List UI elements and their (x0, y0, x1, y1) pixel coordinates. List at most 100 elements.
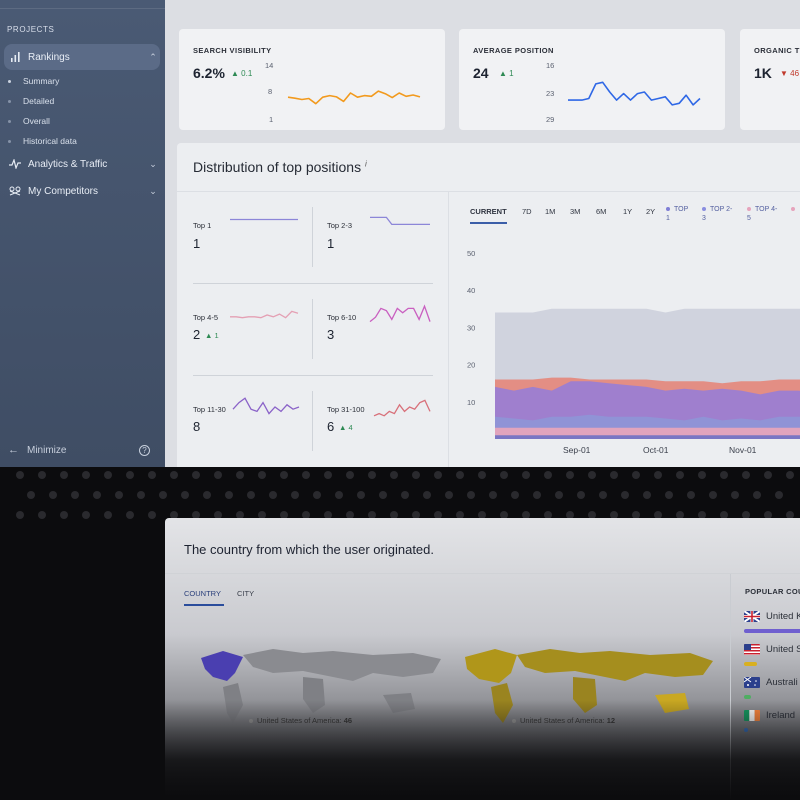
decorative-dot (544, 471, 552, 479)
sidebar-subitem-overall[interactable]: Overall (8, 116, 50, 126)
decorative-dot (412, 471, 420, 479)
minimize-button[interactable]: ← Minimize (8, 444, 66, 456)
tab-3m[interactable]: 3M (570, 207, 581, 216)
triangle-down-icon: ▼ (780, 69, 788, 78)
divider (165, 573, 800, 574)
decorative-dot (544, 511, 552, 519)
top-6-10-sparkline (369, 304, 431, 323)
sidebar-subitem-label: Overall (23, 116, 50, 126)
active-tab-indicator (470, 222, 507, 224)
decorative-dot (698, 511, 706, 519)
decorative-dot (764, 471, 772, 479)
tooltip-label: United States of America: (257, 716, 342, 725)
metric-delta: ▲ 1 (499, 69, 514, 78)
decorative-dot (720, 511, 728, 519)
tooltip-label: United States of America: (520, 716, 605, 725)
tab-2y[interactable]: 2Y (646, 207, 656, 216)
chevron-up-icon[interactable]: ⌃ (149, 51, 157, 62)
country-row-uk[interactable]: United K (744, 611, 800, 622)
decorative-dot (291, 491, 299, 499)
decorative-dot (357, 491, 365, 499)
australia-flag-icon (744, 677, 760, 688)
decorative-dot (71, 491, 79, 499)
decorative-dot (192, 511, 200, 519)
metric-delta-value: 46 (790, 69, 800, 78)
spark-axis-label: 29 (546, 115, 555, 124)
chevron-down-icon[interactable]: ⌄ (149, 158, 157, 169)
x-tick-label: Sep-01 (563, 445, 591, 455)
tab-country[interactable]: COUNTRY (184, 589, 221, 598)
geo-panel: The country from which the user originat… (165, 518, 800, 800)
panel-title-text: Distribution of top positions (193, 159, 362, 175)
decorative-dot (203, 491, 211, 499)
decorative-dot (313, 491, 321, 499)
group-sparkline-path (373, 399, 431, 417)
competitors-icon (8, 186, 22, 196)
sidebar-subitem-historical-data[interactable]: Historical data (8, 136, 77, 146)
decorative-dot (324, 511, 332, 519)
decorative-dot (632, 471, 640, 479)
decorative-dot (38, 511, 46, 519)
decorative-dot (566, 511, 574, 519)
sidebar-subitem-detailed[interactable]: Detailed (8, 96, 54, 106)
legend-label: TOP 1 (666, 206, 689, 222)
tab-6m[interactable]: 6M (596, 207, 607, 216)
decorative-dot (104, 471, 112, 479)
position-group-label: Top 4-5 (193, 313, 219, 322)
area-series (495, 435, 800, 439)
legend-top-2-3[interactable]: TOP 2- 3 (702, 205, 732, 223)
decorative-dot (445, 491, 453, 499)
tooltip-dot-icon (249, 718, 253, 723)
sidebar-item-analytics[interactable]: Analytics & Traffic ⌄ (4, 151, 160, 177)
dashboard-panel: PROJECTS Rankings ⌃ Summary Detailed Ove… (0, 0, 800, 467)
tab-1y[interactable]: 1Y (623, 207, 633, 216)
distribution-panel: Distribution of top positions i Top 1 1 … (177, 143, 800, 467)
legend-dot-icon (747, 207, 751, 212)
metric-delta-value: 0.1 (241, 69, 253, 78)
search-visibility-sparkline (287, 90, 421, 105)
decorative-dot (500, 471, 508, 479)
info-icon[interactable]: i (364, 159, 367, 169)
decorative-dot (247, 491, 255, 499)
decorative-dot (764, 511, 772, 519)
help-icon[interactable]: ? (139, 445, 150, 456)
position-group-value: 2 (193, 327, 201, 342)
decorative-dot (676, 471, 684, 479)
metric-value: 24 (473, 65, 489, 81)
decorative-dot (38, 471, 46, 479)
map-tooltip: United States of America: 12 (512, 716, 615, 725)
decorative-dot (577, 491, 585, 499)
country-name: United S (766, 644, 800, 655)
sidebar-item-rankings[interactable]: Rankings ⌃ (4, 44, 160, 70)
country-name: United K (766, 611, 800, 622)
sidebar-item-competitors[interactable]: My Competitors ⌄ (4, 178, 160, 204)
decorative-dot (742, 511, 750, 519)
decorative-dot (192, 471, 200, 479)
decorative-dot (214, 511, 222, 519)
legend-top-1[interactable]: TOP 1 (666, 205, 688, 223)
legend-more[interactable] (791, 205, 799, 214)
country-row-ireland[interactable]: Ireland (744, 710, 795, 721)
chevron-down-icon[interactable]: ⌄ (149, 185, 157, 196)
x-tick-label: Oct-01 (643, 445, 669, 455)
decorative-dot (390, 471, 398, 479)
decorative-dot (379, 491, 387, 499)
sidebar-section-label: PROJECTS (7, 25, 55, 34)
tab-current[interactable]: CURRENT (470, 207, 507, 216)
tab-city[interactable]: CITY (237, 589, 255, 598)
tab-7d[interactable]: 7D (522, 207, 532, 216)
decorative-dot (610, 511, 618, 519)
decorative-dot (170, 511, 178, 519)
decorative-dot (148, 471, 156, 479)
position-group-delta-value: 1 (214, 331, 219, 340)
country-row-australia[interactable]: Australi (744, 677, 798, 688)
sidebar-subitem-summary[interactable]: Summary (8, 76, 59, 86)
average-position-sparkline (568, 81, 701, 106)
decorative-dot (49, 491, 57, 499)
y-tick-label: 30 (467, 323, 475, 332)
tab-1m[interactable]: 1M (545, 207, 556, 216)
country-row-us[interactable]: United S (744, 644, 800, 655)
legend-top-4-5[interactable]: TOP 4- 5 (747, 205, 777, 223)
decorative-dot (346, 511, 354, 519)
